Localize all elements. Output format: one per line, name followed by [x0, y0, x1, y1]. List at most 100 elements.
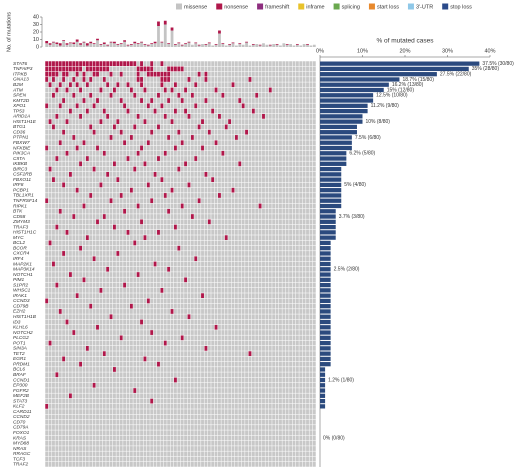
mutation-bar [45, 43, 49, 47]
mutation-cell [160, 82, 164, 88]
mutation-cell [126, 155, 130, 162]
mutation-cell [214, 140, 218, 146]
legend-label: 3'-UTR [416, 4, 433, 10]
mutation-cell [190, 134, 195, 141]
mutation-cell [89, 76, 93, 83]
mutation-bar [79, 43, 82, 45]
mutation-cell [45, 145, 49, 151]
mutation-cell [217, 113, 222, 119]
mutation-cell [187, 113, 191, 119]
mutation-cell [75, 82, 79, 88]
mutation-cell [150, 198, 154, 204]
y-tick-label: 40 [33, 14, 39, 20]
gene-label: ATM [12, 87, 23, 93]
mutation-cell [136, 113, 140, 119]
mutation-cell [119, 129, 123, 135]
mutation-bar [177, 42, 181, 44]
mutation-cell [72, 329, 76, 336]
mutation-cell [146, 103, 151, 109]
percent-bar [320, 319, 331, 325]
mutation-bar [231, 42, 235, 44]
mutation-cell [75, 66, 79, 72]
mutation-cell [136, 76, 140, 83]
mutation-cell [129, 303, 134, 309]
percent-bar [320, 288, 331, 293]
mutation-cell [75, 293, 79, 299]
percent-bar [320, 383, 326, 388]
mutation-cell [65, 229, 69, 235]
mutation-cell [85, 61, 90, 67]
mutation-cell [48, 71, 52, 77]
legend-label: stop loss [450, 4, 472, 10]
gene-label: HIST1H1B [13, 314, 37, 320]
percent-bar [320, 61, 480, 66]
mutation-cell [68, 108, 73, 114]
mutation-cell [72, 76, 76, 83]
mutation-bar [75, 41, 79, 47]
percent-bar [320, 198, 342, 203]
mutation-bar [126, 44, 130, 46]
mutation-bar [268, 44, 272, 46]
percent-bar [320, 77, 400, 82]
percent-bar [320, 404, 326, 409]
mutation-cell [241, 103, 245, 109]
legend-swatch [176, 3, 182, 10]
mutation-bar [214, 44, 218, 45]
value-label: 3.7% (3/80) [339, 214, 365, 220]
mutation-cell [197, 198, 201, 204]
mutation-bar [190, 44, 194, 47]
mutation-cell [197, 124, 201, 130]
mutation-bar [136, 44, 140, 47]
value-label: 11.2% (9/80) [371, 103, 400, 109]
percent-bar [320, 203, 342, 209]
mutation-cell [207, 219, 211, 225]
mutation-cell [51, 66, 56, 72]
mutation-cell [126, 82, 130, 88]
percent-bar [320, 272, 331, 277]
mutation-cell [238, 161, 242, 167]
gene-label: IRF4 [13, 256, 24, 262]
percent-bar [320, 325, 331, 330]
mutation-bar [113, 41, 116, 44]
mutation-cell [75, 61, 79, 67]
mutation-bar [48, 43, 52, 45]
gene-label: FBXO11 [13, 177, 31, 183]
mutation-cell [65, 71, 69, 77]
percent-bar [320, 393, 326, 398]
mutation-cell [72, 213, 76, 220]
legend-label: frameshift [265, 4, 290, 10]
mutation-cell [78, 161, 83, 167]
mutation-bar [136, 43, 140, 44]
mutation-cell [170, 66, 174, 72]
legend-label: start loss [377, 4, 399, 10]
mutation-cell [143, 87, 147, 93]
mutation-cell [82, 140, 86, 146]
x-tick-label: 20% [399, 48, 410, 54]
mutation-cell [102, 61, 106, 67]
value-label: 35% (28/80) [472, 66, 500, 72]
gene-label: TRAF2 [13, 462, 29, 468]
mutation-cell [92, 382, 96, 388]
gene-label: FOXO1 [13, 430, 30, 436]
mutation-cell [173, 377, 178, 383]
mutation-cell [194, 256, 198, 262]
mutation-bar [153, 43, 157, 47]
mutation-cell [82, 61, 86, 67]
legend-label: splicing [342, 4, 360, 10]
mutation-bar [113, 43, 116, 47]
mutation-cell [204, 71, 208, 77]
mutation-cell [48, 61, 52, 67]
mutation-cell [150, 71, 154, 77]
mutation-bar [106, 44, 110, 46]
mutation-cell [75, 145, 79, 151]
mutation-cell [234, 134, 239, 141]
gene-label: PCBP1 [13, 187, 29, 193]
mutation-cell [82, 76, 86, 83]
mutation-cell [150, 329, 154, 336]
legend-label: inframe [306, 4, 324, 10]
mutation-cell [92, 66, 96, 72]
x-tick-label: 40% [484, 48, 495, 54]
mutation-bar [211, 45, 215, 47]
mutation-cell [92, 166, 96, 172]
mutation-bar [184, 43, 187, 44]
